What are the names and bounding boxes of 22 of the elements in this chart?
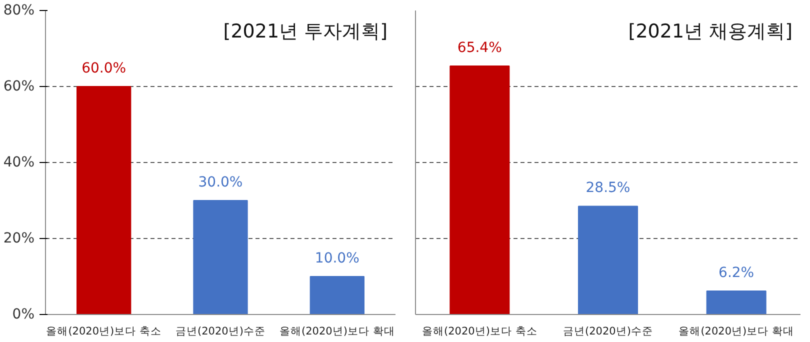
data-label: 28.5% [586, 180, 630, 196]
x-tick-label: 금년(2020년)수준 [176, 326, 266, 338]
x-tick-label: 금년(2020년)수준 [563, 326, 653, 338]
bar [76, 86, 132, 314]
y-tick-label: 80% [3, 2, 35, 18]
y-tick-label: 0% [12, 306, 35, 322]
y-tick-label: 40% [3, 154, 35, 170]
data-label: 10.0% [314, 250, 360, 266]
x-tick-label: 올해(2020년)보다 축소 [46, 326, 162, 338]
x-tick-label: 올해(2020년)보다 축소 [422, 326, 538, 338]
text: [2021년 채용계획] [628, 20, 792, 42]
y-tick-label: 20% [3, 230, 35, 246]
data-label: 6.2% [718, 264, 754, 281]
y-tick-label: 60% [3, 78, 35, 94]
bar [193, 200, 248, 314]
x-tick-label: 올해(2020년)보다 확대 [280, 326, 395, 338]
data-label: 30.0% [198, 174, 243, 190]
data-label: 60.0% [82, 60, 126, 76]
text: [2021년 투자계획] [223, 20, 388, 42]
bar [310, 276, 364, 314]
data-label: 65.4% [457, 40, 502, 56]
x-tick-label: 올해(2020년)보다 확대 [678, 326, 794, 338]
